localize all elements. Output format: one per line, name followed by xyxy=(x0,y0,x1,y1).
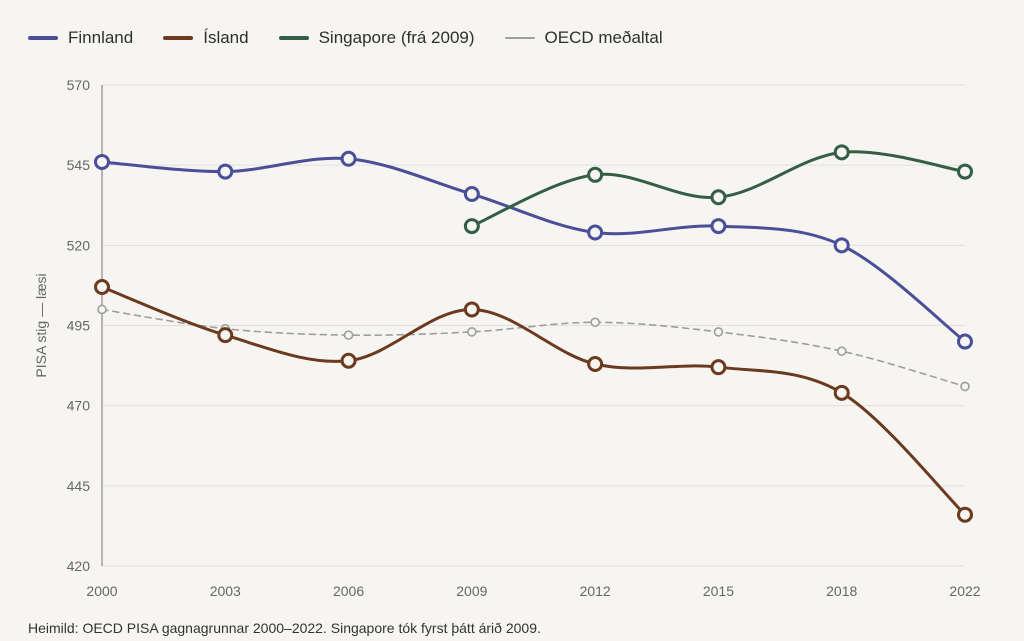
data-point-finnland xyxy=(710,218,727,235)
legend-label: OECD meðaltal xyxy=(544,28,663,47)
data-point-sland xyxy=(833,384,850,401)
data-point-singapore-fr-2009 xyxy=(710,189,727,206)
x-tick-label: 2018 xyxy=(826,583,857,599)
data-point-singapore-fr-2009 xyxy=(833,144,850,161)
legend-swatch xyxy=(163,36,194,40)
source-note: Heimild: OECD PISA gagnagrunnar 2000–202… xyxy=(28,620,541,636)
y-tick-label: 495 xyxy=(67,318,91,334)
legend-item: Ísland xyxy=(163,28,249,48)
y-tick-label: 470 xyxy=(67,398,91,414)
data-point-oecd-me-altal xyxy=(343,330,354,340)
y-axis-title: PISA stig — læsi xyxy=(33,273,49,377)
legend-item: Finnland xyxy=(28,28,133,48)
legend-swatch xyxy=(28,36,58,40)
data-point-oecd-me-altal xyxy=(713,327,724,337)
y-tick-label: 545 xyxy=(67,157,91,173)
series-line-sland xyxy=(100,285,967,517)
data-point-sland xyxy=(463,301,480,318)
data-point-sland xyxy=(217,327,234,344)
line-chart: 420 445 470 495 520 545 570 2000 2003 2006 2009 201… xyxy=(33,77,981,599)
y-tick-label: 420 xyxy=(67,558,91,574)
chart-legend: Finnland Ísland Singapore (frá 2009) OECD m… xyxy=(28,28,663,48)
data-point-oecd-me-altal xyxy=(467,327,477,337)
data-point-oecd-me-altal xyxy=(97,304,107,315)
data-point-finnland xyxy=(463,186,480,203)
x-tick-label: 2012 xyxy=(580,583,611,599)
data-point-oecd-me-altal xyxy=(590,317,600,328)
data-point-sland xyxy=(587,355,604,372)
legend-item: OECD meðaltal xyxy=(504,28,663,48)
legend-label: Ísland xyxy=(203,28,249,47)
series-line-oecd-me-altal xyxy=(101,308,966,388)
legend-item: Singapore (frá 2009) xyxy=(278,28,475,48)
data-point-singapore-fr-2009 xyxy=(463,218,480,235)
x-tick-label: 2000 xyxy=(86,583,117,599)
x-tick-label: 2006 xyxy=(333,583,364,599)
legend-swatch xyxy=(504,37,535,39)
x-tick-label: 2003 xyxy=(210,583,241,599)
data-point-sland xyxy=(340,352,357,369)
data-point-finnland xyxy=(94,153,110,170)
y-tick-label: 570 xyxy=(67,77,91,93)
data-point-singapore-fr-2009 xyxy=(957,163,973,180)
x-tick-label: 2015 xyxy=(703,583,734,599)
legend-swatch xyxy=(278,36,309,40)
x-tick-label: 2009 xyxy=(456,583,487,599)
data-point-oecd-me-altal xyxy=(960,381,970,392)
y-tick-label: 445 xyxy=(67,478,91,494)
y-tick-label: 520 xyxy=(67,237,91,253)
legend-label: Singapore (frá 2009) xyxy=(318,28,475,47)
data-point-oecd-me-altal xyxy=(836,346,847,356)
data-point-finnland xyxy=(587,224,604,241)
legend-label: Finnland xyxy=(68,28,134,47)
series-line-singapore-fr-2009 xyxy=(470,150,967,228)
x-tick-label: 2022 xyxy=(949,583,980,599)
data-point-finnland xyxy=(340,150,357,167)
data-point-finnland xyxy=(833,237,850,254)
data-point-sland xyxy=(710,359,727,376)
data-point-sland xyxy=(94,279,110,296)
data-point-finnland xyxy=(957,333,973,350)
data-point-finnland xyxy=(217,163,234,180)
data-point-sland xyxy=(957,506,973,523)
data-point-singapore-fr-2009 xyxy=(587,166,604,183)
